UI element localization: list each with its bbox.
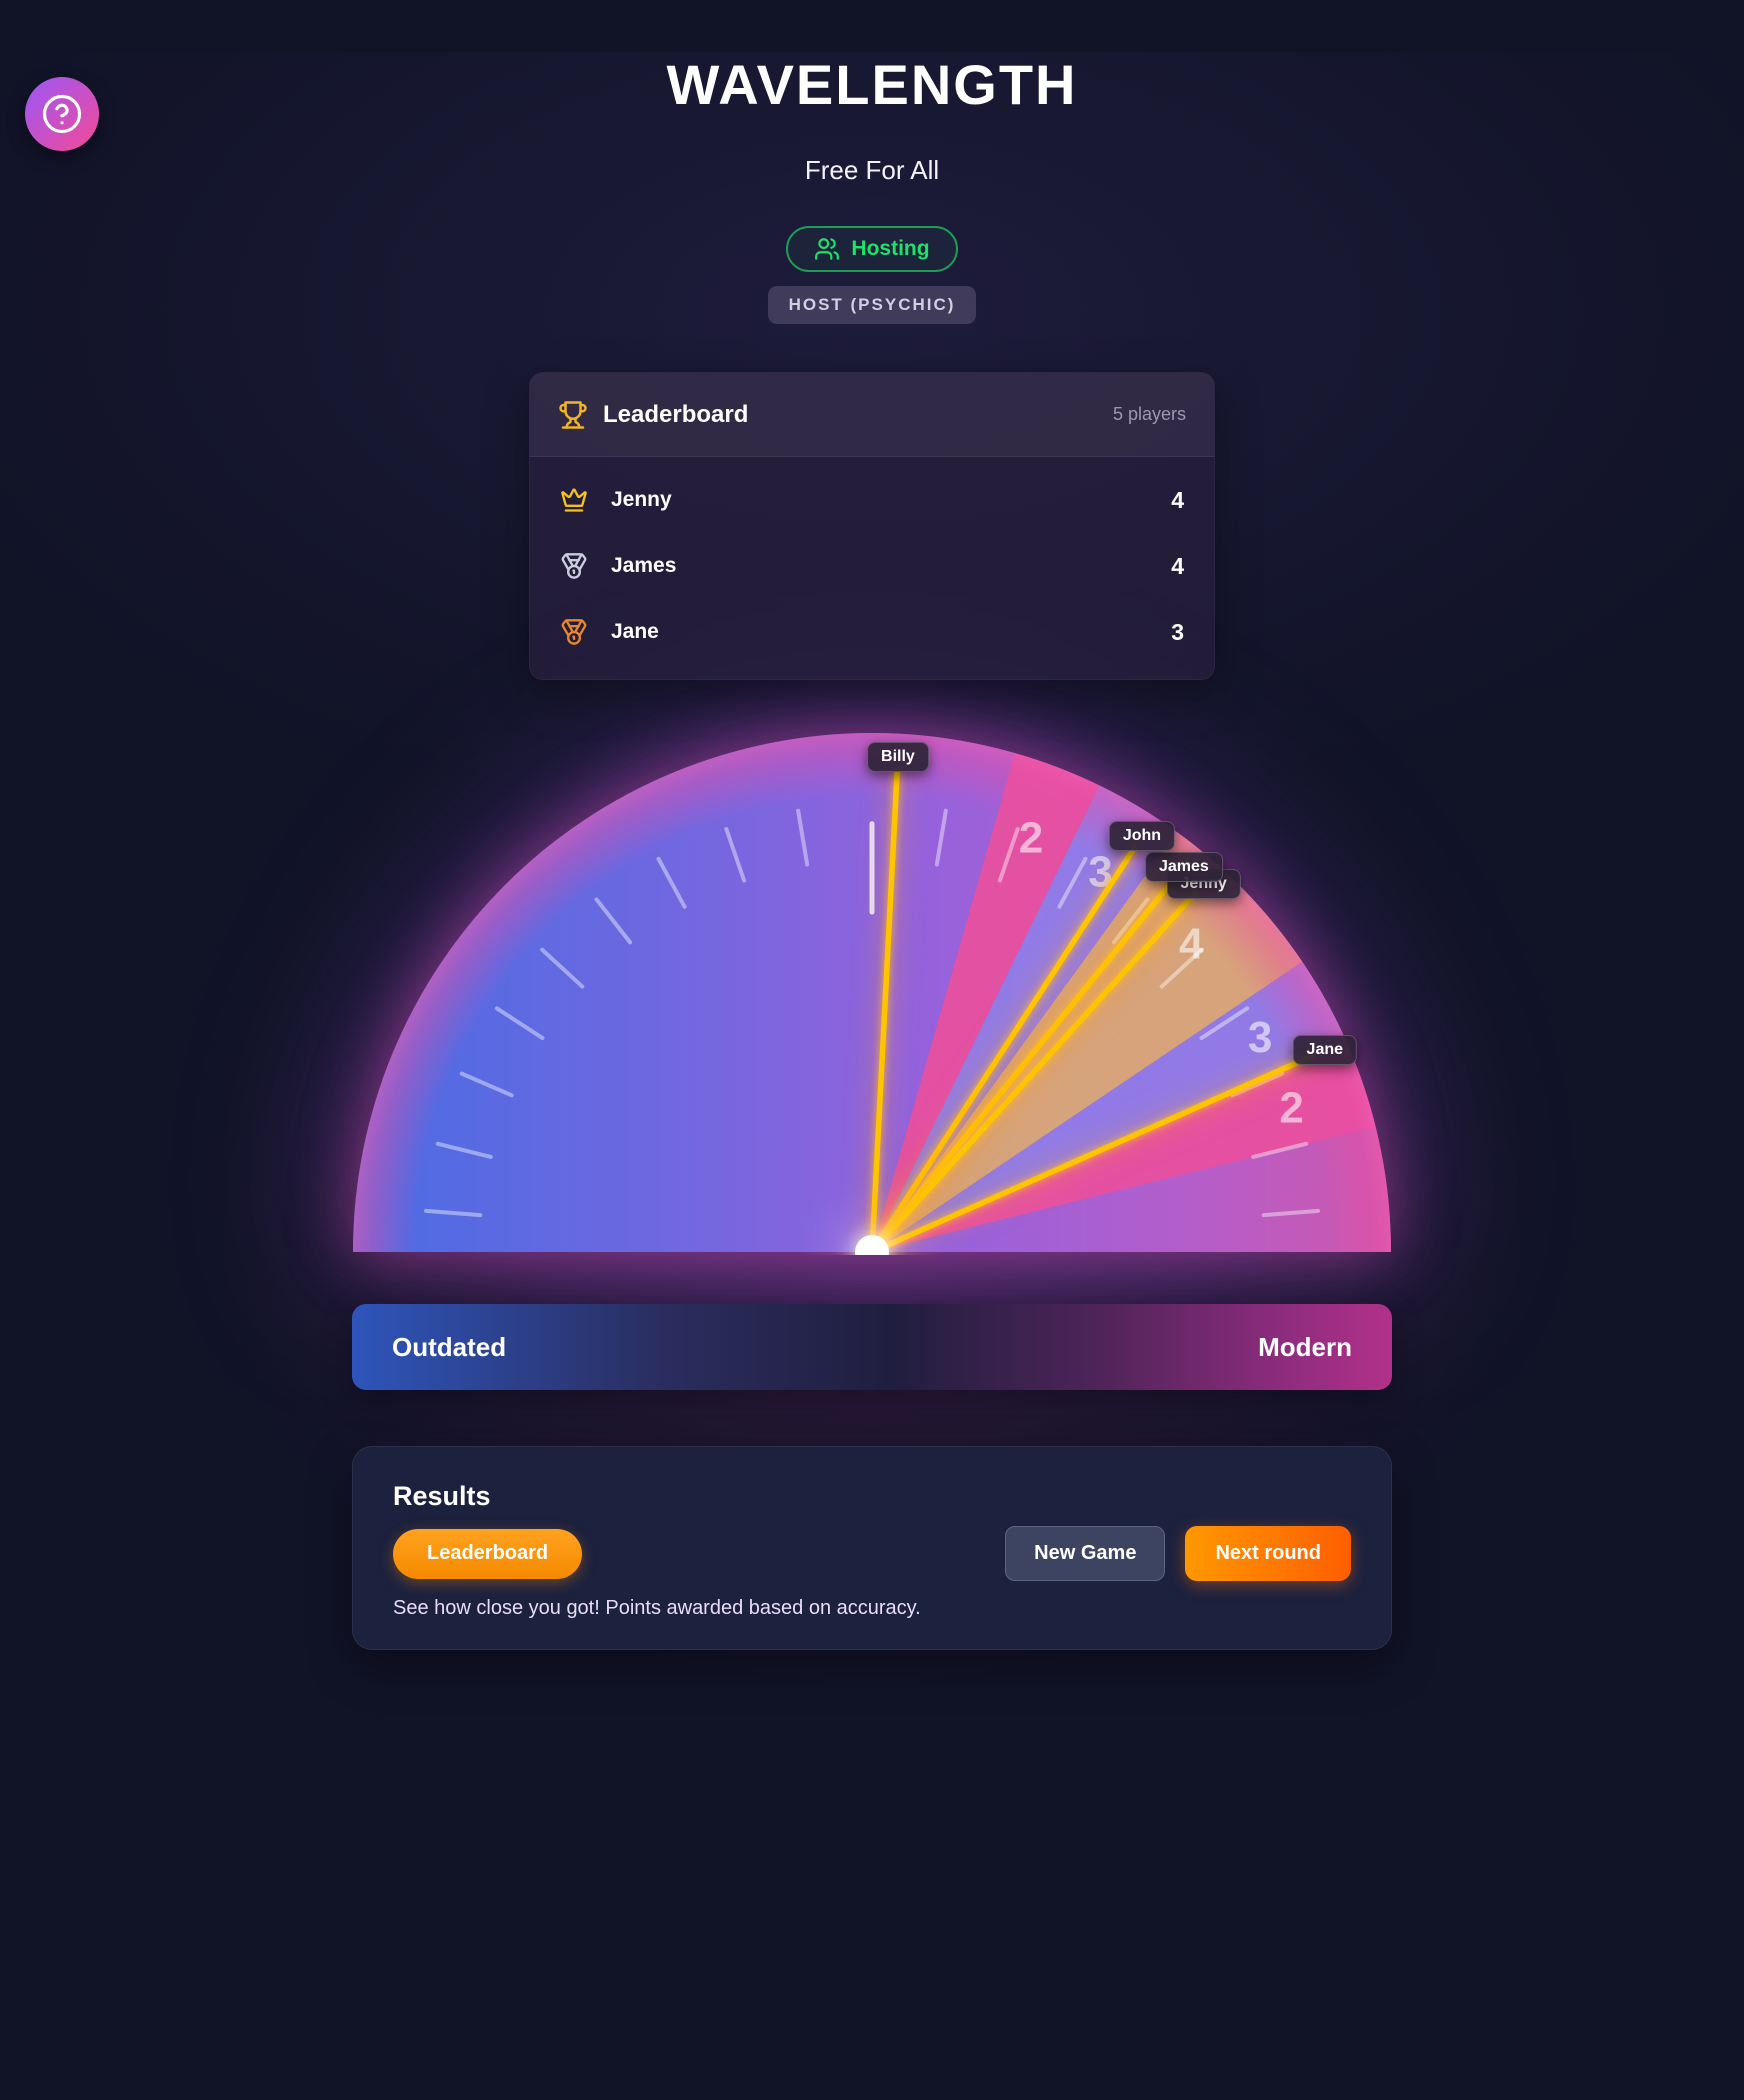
users-icon: [814, 236, 840, 262]
results-card: Results Leaderboard New Game Next round …: [352, 1446, 1392, 1650]
results-caption: See how close you got! Points awarded ba…: [393, 1597, 921, 1619]
dial-ticks: [424, 808, 1320, 1218]
leaderboard-card: Leaderboard 5 players Jenny 4 James 4 Jane 3: [529, 372, 1215, 680]
new-game-button[interactable]: New Game: [1005, 1526, 1166, 1581]
leaderboard-header: Leaderboard 5 players: [530, 373, 1214, 457]
question-mark-icon: [41, 93, 83, 135]
dial-svg: 23432: [353, 733, 1391, 1255]
player-needle: [874, 890, 1198, 1249]
spectrum-bar: Outdated Modern: [352, 1304, 1392, 1390]
main-column: WAVELENGTH Free For All Hosting HOST (PS…: [352, 52, 1392, 1650]
dial-needles: [869, 767, 1316, 1252]
medal-silver-icon: [560, 552, 588, 580]
help-button[interactable]: [25, 77, 99, 151]
player-score: 3: [1171, 618, 1184, 645]
dial-rim: [353, 733, 1391, 1252]
results-actions: Leaderboard New Game Next round: [393, 1526, 1351, 1581]
hosting-label: Hosting: [851, 237, 930, 260]
player-name: James: [611, 554, 677, 577]
trophy-icon: [558, 400, 588, 430]
leaderboard-row: Jane 3: [530, 599, 1214, 665]
player-needle: [869, 767, 901, 1247]
page-title: WAVELENGTH: [666, 53, 1078, 116]
spectrum-right-label: Modern: [1258, 1331, 1352, 1362]
role-badge: HOST (PSYCHIC): [767, 286, 977, 324]
leaderboard-button[interactable]: Leaderboard: [393, 1528, 583, 1579]
leaderboard-row: James 4: [530, 533, 1214, 599]
leaderboard-title: Leaderboard: [603, 400, 749, 428]
crown-icon: [560, 486, 588, 514]
dial-hub: [855, 1235, 889, 1255]
game-mode-label: Free For All: [804, 155, 940, 185]
results-title: Results: [393, 1481, 491, 1511]
leaderboard-row: Jenny 4: [530, 467, 1214, 533]
player-needle: [874, 874, 1179, 1249]
player-needle: [873, 844, 1138, 1249]
next-round-button[interactable]: Next round: [1185, 1526, 1351, 1581]
round-buttons: New Game Next round: [1005, 1526, 1351, 1581]
hosting-badge: Hosting: [786, 226, 958, 272]
player-score: 4: [1171, 552, 1184, 579]
player-score: 4: [1171, 486, 1184, 513]
medal-bronze-icon: [560, 618, 588, 646]
player-needle: [876, 1052, 1316, 1252]
player-name: Jenny: [611, 488, 672, 511]
player-name: Jane: [611, 620, 659, 643]
players-count: 5 players: [1112, 404, 1186, 424]
leaderboard-rows: Jenny 4 James 4 Jane 3: [530, 457, 1214, 679]
spectrum-left-label: Outdated: [392, 1331, 507, 1362]
